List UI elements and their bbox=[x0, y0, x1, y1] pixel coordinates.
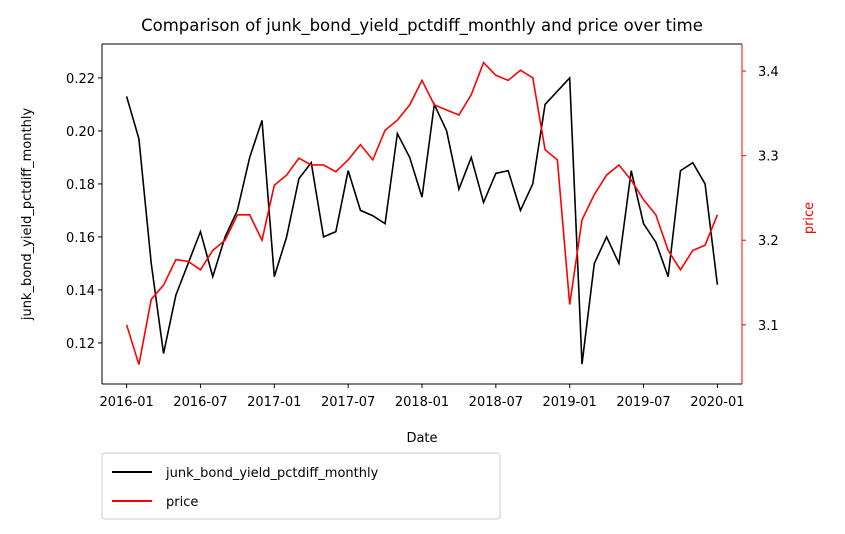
y2-tick-label: 3.4 bbox=[758, 65, 779, 80]
y2-tick-label: 3.1 bbox=[758, 319, 779, 334]
y-axis-label: junk_bond_yield_pctdiff_monthly bbox=[20, 108, 35, 322]
data-line bbox=[125, 75, 719, 365]
x-tick-label: 2019-01 bbox=[543, 395, 597, 410]
x-tick-label: 2019-07 bbox=[616, 395, 670, 410]
x-tick-label: 2018-07 bbox=[469, 395, 523, 410]
x-tick-label: 2018-01 bbox=[395, 395, 449, 410]
y-tick-label: 0.20 bbox=[66, 125, 95, 140]
y-tick-label: 0.22 bbox=[66, 72, 95, 87]
y2-tick-label: 3.3 bbox=[758, 150, 779, 165]
x-tick-label: 2017-07 bbox=[321, 395, 375, 410]
x-tick-label: 2017-01 bbox=[247, 395, 301, 410]
x-tick-label: 2016-07 bbox=[173, 395, 227, 410]
x-tick-label: 2020-01 bbox=[690, 395, 744, 410]
y-tick-label: 0.16 bbox=[66, 231, 95, 246]
legend-label: junk_bond_yield_pctdiff_monthly bbox=[165, 466, 379, 481]
data-line bbox=[125, 61, 719, 365]
y2-tick-label: 3.2 bbox=[758, 234, 779, 249]
y-tick-label: 0.12 bbox=[66, 337, 95, 352]
x-axis-label: Date bbox=[406, 431, 437, 446]
y2-axis-label: price bbox=[802, 202, 817, 234]
y-tick-label: 0.14 bbox=[66, 284, 95, 299]
x-tick-label: 2016-01 bbox=[99, 395, 153, 410]
legend-box bbox=[101, 452, 501, 520]
legend-label: price bbox=[166, 495, 198, 510]
y-tick-label: 0.18 bbox=[66, 178, 95, 193]
chart-title: Comparison of junk_bond_yield_pctdiff_mo… bbox=[141, 16, 703, 36]
